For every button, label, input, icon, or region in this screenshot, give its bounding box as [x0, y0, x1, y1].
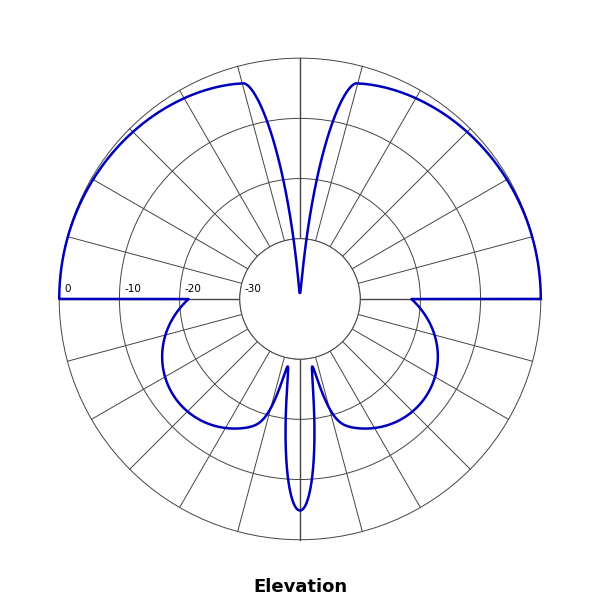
- Text: Elevation: Elevation: [253, 578, 347, 596]
- Text: -20: -20: [184, 284, 202, 294]
- Text: 0: 0: [64, 284, 71, 294]
- Text: -10: -10: [124, 284, 141, 294]
- Text: -30: -30: [245, 284, 262, 294]
- Circle shape: [240, 239, 360, 359]
